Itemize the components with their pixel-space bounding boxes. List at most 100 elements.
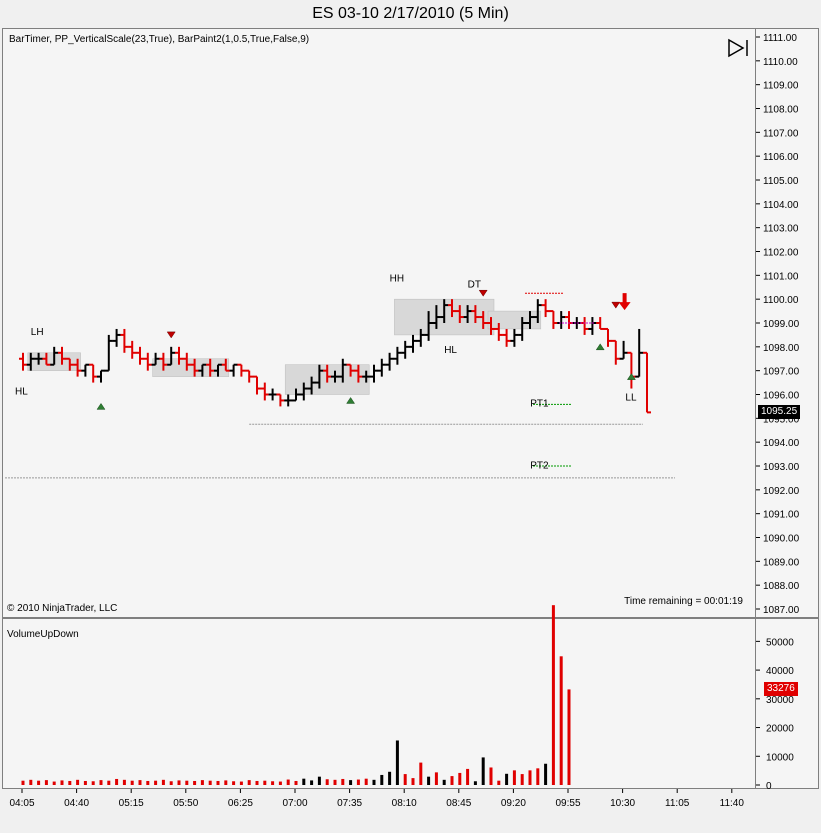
volume-bar (138, 780, 142, 785)
price-axis-label: 1104.00 (763, 200, 799, 211)
volume-bar (83, 780, 87, 785)
volume-indicator-label: VolumeUpDown (7, 629, 79, 640)
price-axis-label: 1100.00 (763, 295, 799, 306)
time-axis-label: 07:00 (282, 798, 307, 809)
price-panel[interactable]: BarTimer, PP_VerticalScale(23,True), Bar… (2, 28, 756, 618)
volume-bar (310, 780, 314, 785)
volume-bar (37, 780, 41, 785)
price-axis-label: 1099.00 (763, 319, 800, 330)
time-axis-label: 04:40 (64, 798, 89, 809)
chart-annotation: LL (625, 392, 637, 403)
volume-bar (239, 781, 243, 785)
volume-bar (21, 780, 25, 785)
volume-bar (91, 781, 95, 785)
volume-bar (247, 780, 251, 785)
volume-bar (60, 780, 64, 785)
volume-bar (224, 780, 228, 785)
volume-panel[interactable]: VolumeUpDown (2, 605, 756, 789)
volume-bar (68, 780, 72, 785)
volume-bar (130, 780, 134, 785)
volume-bar (154, 780, 158, 785)
volume-bar (505, 773, 509, 785)
volume-bar (302, 778, 306, 785)
volume-bar (489, 767, 493, 785)
volume-bar (317, 776, 321, 785)
volume-bar (356, 779, 360, 785)
time-axis-label: 04:05 (9, 798, 34, 809)
price-axis[interactable]: 1111.00 1110.00 1109.00 1108.00 1107.00 1106.… (756, 28, 819, 618)
last-volume-tag: 33276 (764, 682, 798, 697)
volume-bar (512, 770, 516, 785)
volume-bar (481, 757, 485, 785)
volume-bar (208, 780, 212, 785)
volume-bar (29, 779, 33, 785)
price-chart: LH HL HH DT HL LL PT1 PT2 (5, 273, 675, 479)
volume-bar (193, 780, 197, 785)
volume-bar (551, 605, 555, 785)
volume-axis-label: 20000 (766, 724, 794, 735)
long-signal-triangle (626, 373, 636, 380)
volume-bar (76, 779, 80, 785)
volume-bar (395, 740, 399, 785)
chart-annotation: PT1 (530, 398, 549, 409)
short-signal-triangle (166, 331, 176, 339)
long-signal-triangle (96, 402, 106, 410)
volume-bar (271, 781, 275, 785)
price-axis-label: 1092.00 (763, 486, 800, 497)
last-price-tag: 1095.25 (758, 405, 801, 420)
volume-bar (294, 780, 298, 785)
time-axis[interactable]: 04:05 04:40 05:15 05:50 06:25 07:00 07:35 08:10… (2, 789, 819, 833)
volume-bar (177, 780, 181, 785)
volume-bar (520, 774, 524, 785)
volume-bar (52, 781, 56, 785)
volume-bar (497, 780, 501, 785)
time-axis-label: 11:40 (720, 798, 745, 809)
volume-bar (372, 779, 376, 785)
indicator-label: BarTimer, PP_VerticalScale(23,True), Bar… (9, 34, 310, 45)
consolidation-box (487, 310, 542, 330)
volume-bar (536, 768, 540, 785)
price-axis-label: 1093.00 (763, 462, 800, 473)
chart-annotation: HL (444, 345, 457, 356)
volume-bar (333, 779, 337, 785)
time-axis-label: 09:20 (501, 798, 526, 809)
volume-bar (115, 778, 119, 785)
price-axis-label: 1091.00 (763, 510, 800, 521)
volume-bar (567, 689, 571, 785)
price-axis-label: 1097.00 (763, 367, 800, 378)
volume-bar (364, 778, 368, 785)
volume-bar (216, 780, 220, 785)
volume-bar (161, 779, 165, 785)
volume-bar (185, 780, 189, 785)
volume-bar (169, 781, 173, 785)
volume-bar (286, 779, 290, 785)
price-axis-label: 1106.00 (763, 152, 799, 163)
volume-bar (99, 780, 103, 785)
volume-bar (544, 763, 548, 785)
time-axis-label: 11:05 (665, 798, 690, 809)
volume-bar (427, 776, 431, 785)
volume-bar (458, 772, 462, 785)
time-axis-label: 08:45 (446, 798, 471, 809)
volume-axis-label: 0 (766, 781, 772, 792)
play-bar-icon[interactable] (727, 38, 751, 58)
volume-bar (559, 656, 563, 785)
time-axis-label: 07:35 (337, 798, 362, 809)
time-axis-label: 08:10 (392, 798, 417, 809)
price-axis-label: 1110.00 (763, 57, 798, 68)
volume-axis-label: 40000 (766, 666, 794, 677)
price-axis-label: 1105.00 (763, 176, 799, 187)
price-axis-label: 1095.00 (763, 414, 800, 425)
short-entry-arrow-shaft (622, 293, 627, 304)
short-signal-triangle (478, 289, 488, 297)
time-axis-label: 10:30 (610, 798, 635, 809)
volume-bar (466, 768, 470, 785)
price-axis-label: 1103.00 (763, 224, 799, 235)
price-axis-label: 1087.00 (763, 605, 800, 616)
copyright-text: © 2010 NinjaTrader, LLC (7, 603, 118, 614)
price-axis-label: 1102.00 (763, 248, 799, 259)
volume-axis[interactable]: 50000 40000 30000 20000 10000 0 33276 (756, 618, 819, 792)
volume-bar (450, 776, 454, 785)
volume-bar (325, 779, 329, 785)
time-axis-label: 06:25 (228, 798, 253, 809)
